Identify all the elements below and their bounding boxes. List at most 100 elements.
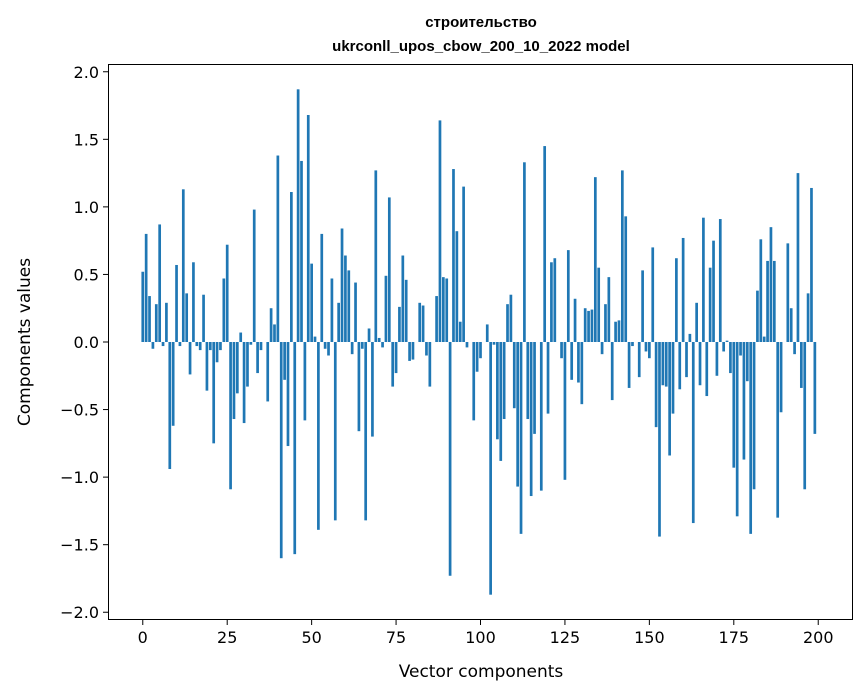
bar-component-4	[154, 304, 158, 342]
bar-component-155	[664, 342, 668, 387]
bar-component-154	[661, 342, 665, 386]
bar-component-121	[550, 262, 553, 342]
bar-component-98	[472, 342, 476, 421]
bar-component-147	[637, 342, 641, 378]
bar-component-48	[303, 342, 307, 421]
bar-component-139	[610, 342, 614, 401]
bar-component-115	[529, 342, 533, 497]
bar-component-160	[681, 237, 685, 342]
chart-title-line-1: строительство	[425, 14, 537, 31]
bar-component-58	[337, 302, 340, 342]
bar-component-25	[225, 244, 229, 342]
bar-component-112	[519, 342, 523, 534]
bar-component-76	[398, 306, 401, 342]
bar-component-157	[671, 342, 675, 414]
y-axis-ticks: 2.0 1.5 1.0 0.5 0.0 −0.5 −1.0 −1.5 −2.0	[60, 63, 109, 622]
bar-component-18	[202, 294, 205, 342]
bar-component-128	[573, 298, 577, 342]
bar-component-141	[617, 320, 621, 342]
bar-component-84	[425, 342, 428, 356]
bars-group	[141, 89, 817, 595]
x-tick-label: 75	[386, 628, 406, 647]
y-tick-label: −0.5	[60, 401, 99, 420]
bar-component-16	[195, 342, 199, 347]
bar-component-184	[762, 336, 766, 342]
bar-component-149	[644, 342, 648, 352]
bar-component-194	[796, 173, 800, 342]
bar-component-61	[347, 270, 351, 342]
bar-component-167	[705, 342, 709, 397]
bar-component-172	[722, 342, 726, 352]
bar-component-38	[269, 308, 273, 342]
bar-component-104	[492, 342, 496, 345]
bar-component-177	[739, 342, 742, 356]
bar-component-96	[465, 342, 469, 348]
bar-component-19	[205, 342, 209, 391]
bar-component-178	[742, 342, 746, 460]
y-tick-label: 0.5	[74, 265, 99, 284]
bar-component-9	[171, 342, 175, 426]
bar-component-60	[344, 255, 347, 342]
bar-component-127	[570, 342, 574, 380]
bar-component-159	[678, 342, 682, 390]
bar-component-192	[789, 308, 793, 342]
bar-component-2	[148, 296, 151, 342]
bar-component-171	[718, 219, 722, 342]
bar-component-199	[813, 342, 817, 434]
bar-component-122	[553, 258, 557, 342]
bar-component-169	[712, 240, 715, 342]
bar-component-69	[374, 170, 378, 342]
bar-component-70	[377, 337, 381, 342]
bar-component-39	[273, 324, 276, 342]
bar-component-134	[593, 177, 597, 342]
bar-component-89	[442, 277, 445, 342]
bar-component-125	[563, 342, 567, 480]
bar-component-0	[141, 271, 145, 342]
bar-component-102	[485, 324, 489, 342]
bar-component-82	[418, 302, 422, 342]
bar-component-179	[745, 342, 749, 382]
bar-component-103	[489, 342, 492, 595]
bar-component-130	[580, 342, 584, 405]
bar-component-14	[188, 342, 192, 375]
bar-component-99	[475, 342, 479, 372]
bar-component-92	[452, 169, 455, 342]
bar-component-163	[691, 342, 695, 524]
bar-component-126	[566, 250, 570, 342]
bar-component-30	[242, 342, 246, 424]
bar-component-27	[232, 342, 236, 420]
bar-component-73	[387, 197, 391, 342]
bar-component-33	[252, 209, 256, 342]
bar-component-175	[732, 342, 736, 468]
bar-component-93	[455, 231, 459, 342]
bar-component-124	[560, 342, 563, 359]
bar-component-153	[658, 342, 661, 537]
bar-component-176	[735, 342, 739, 517]
bar-component-10	[175, 264, 178, 342]
bar-component-15	[192, 262, 195, 342]
bar-component-46	[296, 89, 300, 342]
bar-component-71	[381, 342, 384, 348]
bar-component-187	[772, 260, 776, 342]
bar-component-100	[479, 342, 482, 359]
bar-component-43	[286, 342, 290, 447]
bar-component-152	[654, 342, 658, 428]
y-tick-label: 1.0	[74, 198, 99, 217]
bar-component-114	[526, 342, 530, 420]
bar-component-106	[499, 342, 503, 461]
x-tick-label: 0	[138, 628, 148, 647]
y-tick-label: −2.0	[60, 603, 99, 622]
bar-component-158	[675, 258, 678, 342]
bar-component-12	[181, 189, 185, 342]
bar-component-23	[219, 342, 222, 351]
bar-component-35	[259, 342, 263, 351]
y-tick-label: 2.0	[74, 63, 99, 82]
x-tick-label: 200	[803, 628, 834, 647]
bar-component-191	[786, 243, 790, 342]
bar-component-44	[290, 192, 293, 342]
bar-component-65	[360, 342, 364, 349]
bar-component-173	[725, 340, 729, 342]
x-tick-label: 175	[719, 628, 750, 647]
bar-component-138	[607, 277, 611, 342]
